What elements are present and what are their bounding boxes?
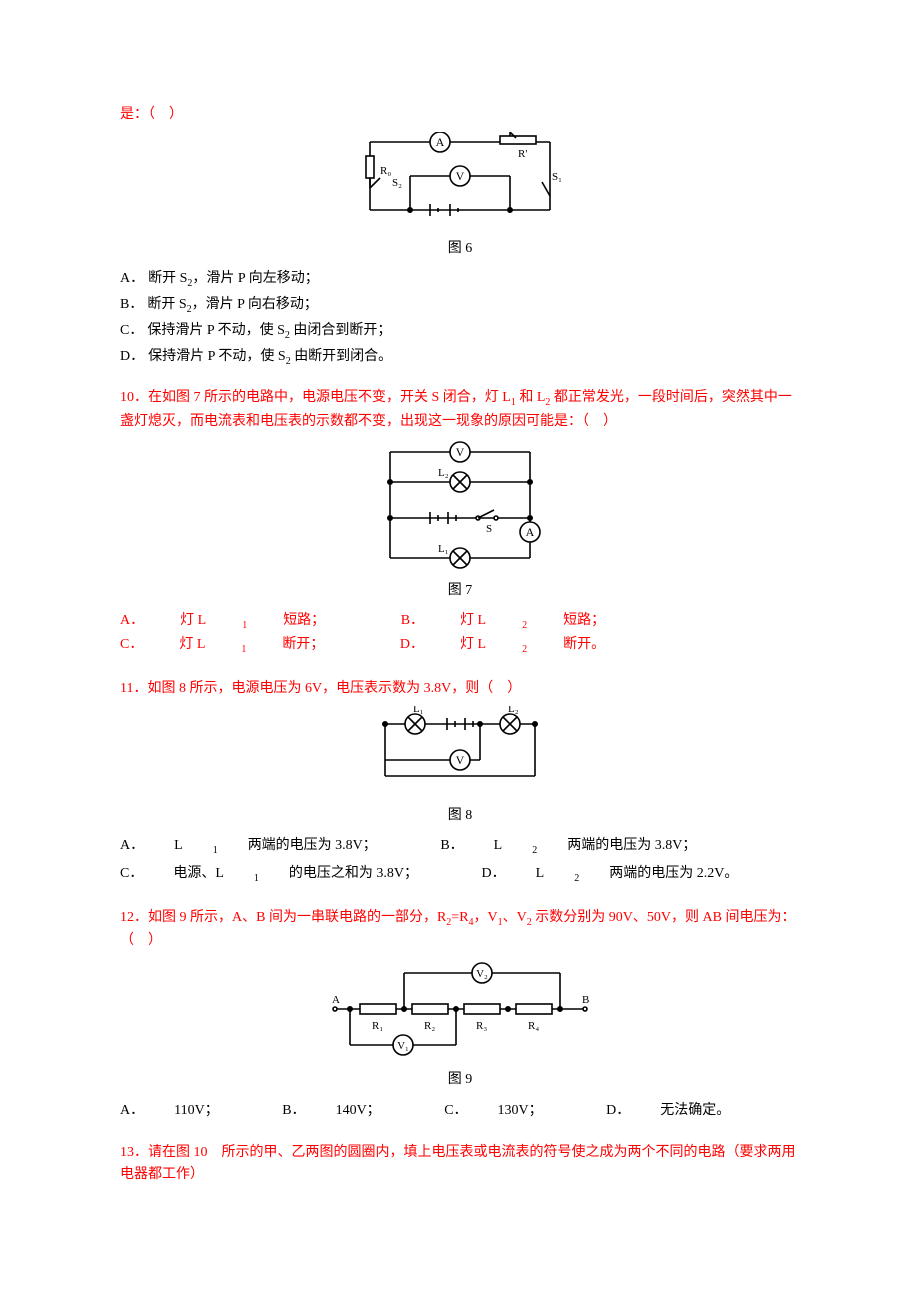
q12-options: A．110V； B．140V； C．130V； D．无法确定。 (120, 1100, 800, 1122)
q12-option-a: A．110V； (120, 1100, 249, 1122)
figure-8-caption: 图 8 (120, 805, 800, 827)
q11-option-d: D．L2 两端的电压为 2.2V。 (482, 863, 769, 887)
rprime-label: R' (518, 148, 527, 160)
svg-text:V: V (456, 753, 465, 767)
q10-option-a: A．灯 L1 短路； (120, 610, 361, 634)
svg-text:V₂: V₂ (476, 968, 488, 980)
q10-option-c: C．灯 L1 断开； (120, 634, 360, 658)
svg-text:R₄: R₄ (528, 1020, 539, 1032)
q11-options-row1: A．L1 两端的电压为 3.8V； B．L2 两端的电压为 3.8V； (120, 835, 800, 859)
q9-option-c: C．保持滑片 P 不动，使 S2 由闭合到断开； (120, 320, 800, 344)
s1-label: S₁ (552, 171, 562, 183)
q11-option-b: B．L2 两端的电压为 3.8V； (440, 835, 726, 859)
figure-6: A P R' S₁ R₀ S₂ (120, 132, 800, 235)
q12-option-c: C．130V； (444, 1100, 572, 1122)
q10-options: A．灯 L1 短路； B．灯 L2 短路； C．灯 L1 断开； D．灯 L2 … (120, 610, 800, 658)
q9-option-d: D．保持滑片 P 不动，使 S2 由断开到闭合。 (120, 346, 800, 370)
q11-option-c: C．电源、L1 的电压之和为 3.8V； (120, 863, 448, 887)
svg-text:L₂: L₂ (438, 467, 449, 479)
q12-text: 12．如图 9 所示，A、B 间为一串联电路的一部分，R2=R4，V1、V2 示… (120, 907, 800, 953)
svg-text:S: S (486, 523, 492, 535)
q11-option-a: A．L1 两端的电压为 3.8V； (120, 835, 407, 859)
r0-label: R₀ (380, 165, 391, 177)
svg-text:R₃: R₃ (476, 1020, 487, 1032)
q10-option-d: D．灯 L2 断开。 (400, 634, 641, 658)
figure-7-caption: 图 7 (120, 580, 800, 602)
q12-option-d: D．无法确定。 (606, 1100, 760, 1122)
svg-text:V₁: V₁ (397, 1040, 409, 1052)
q9-lead: 是：（ ） (120, 104, 800, 126)
svg-text:A: A (332, 994, 340, 1006)
svg-text:L₁: L₁ (438, 543, 449, 555)
q10-text: 10．在如图 7 所示的电路中，电源电压不变，开关 S 闭合，灯 L1 和 L2… (120, 387, 800, 433)
svg-text:A: A (526, 525, 535, 539)
s2-label: S₂ (392, 177, 402, 189)
slider-p-label: P (507, 132, 513, 133)
svg-text:R₂: R₂ (424, 1020, 435, 1032)
q10-option-b: B．灯 L2 短路； (401, 610, 641, 634)
figure-9: A B R₁ R₂ R₃ R₄ V₂ V (120, 959, 800, 1067)
q9-option-a: A．断开 S2，滑片 P 向左移动； (120, 268, 800, 292)
q13-text: 13．请在图 10 所示的甲、乙两图的圆圈内，填上电压表或电流表的符号使之成为两… (120, 1142, 800, 1187)
figure-6-caption: 图 6 (120, 238, 800, 260)
figure-7: V L₂ S A (120, 440, 800, 578)
figure-9-caption: 图 9 (120, 1069, 800, 1091)
q12-option-b: B．140V； (282, 1100, 410, 1122)
svg-text:B: B (582, 994, 589, 1006)
svg-text:R₁: R₁ (372, 1020, 383, 1032)
ammeter-label: A (436, 135, 445, 149)
svg-text:L₂: L₂ (508, 706, 519, 715)
svg-text:L₁: L₁ (413, 706, 424, 715)
q9-option-b: B．断开 S2，滑片 P 向右移动； (120, 294, 800, 318)
voltmeter-label: V (456, 169, 465, 183)
q11-options-row2: C．电源、L1 的电压之和为 3.8V； D．L2 两端的电压为 2.2V。 (120, 863, 800, 887)
svg-text:V: V (456, 445, 465, 459)
q11-text: 11．如图 8 所示，电源电压为 6V，电压表示数为 3.8V，则（ ） (120, 678, 800, 700)
figure-8: L₁ L₂ V (120, 706, 800, 802)
